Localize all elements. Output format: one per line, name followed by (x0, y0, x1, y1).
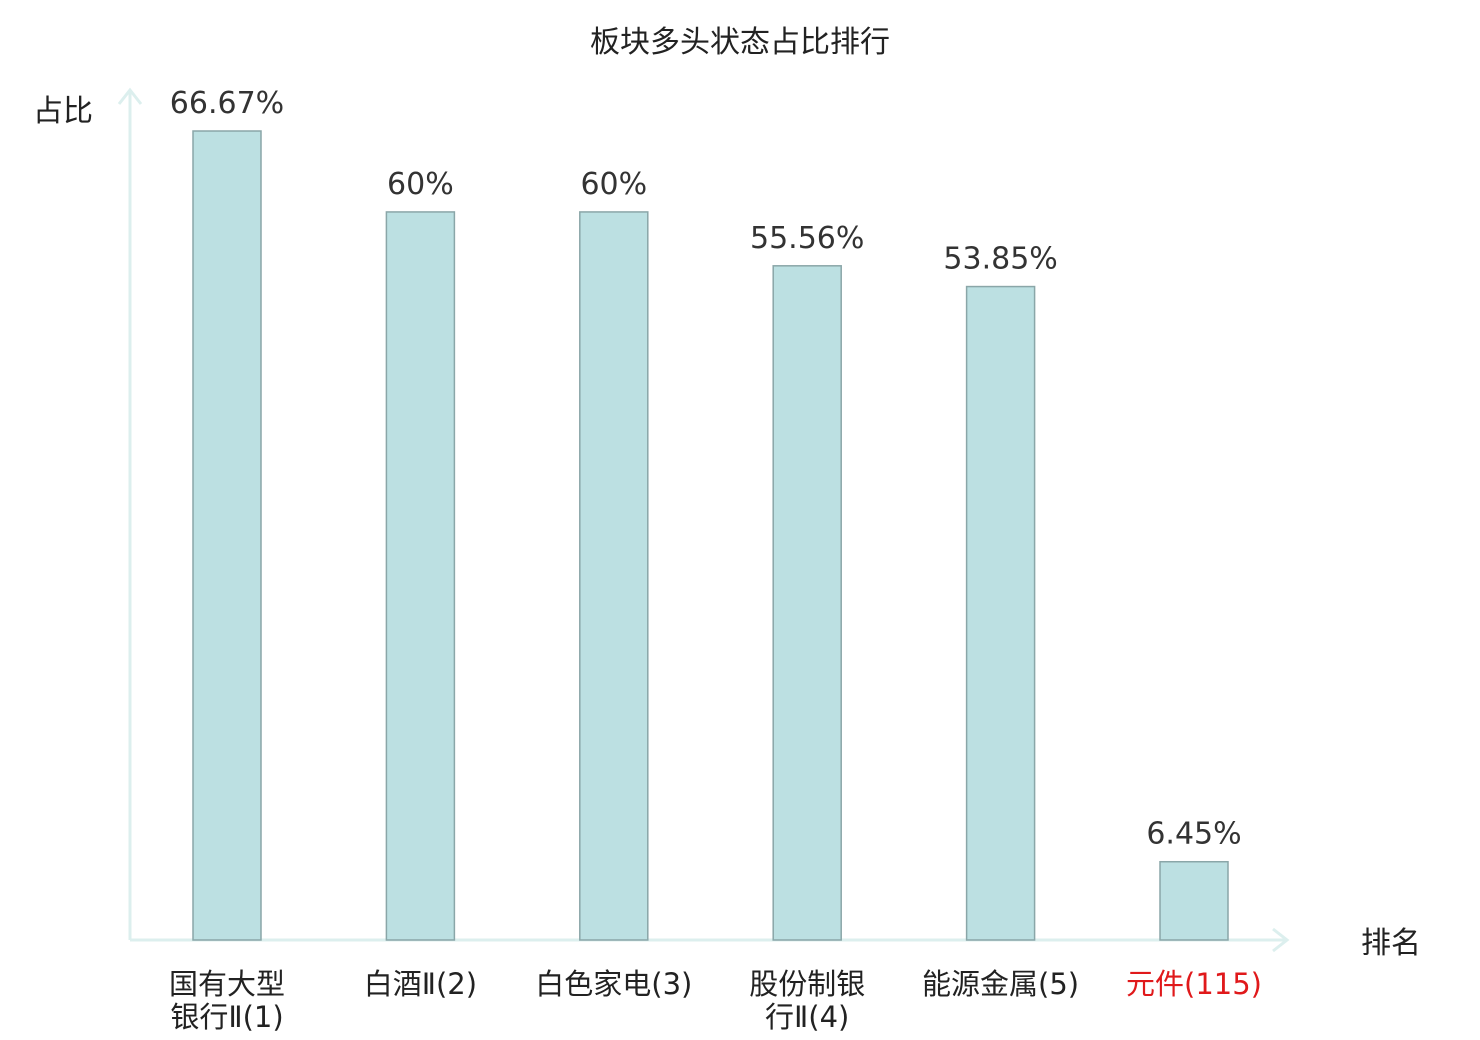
category-label-5: 能源金属(5) (922, 967, 1079, 1001)
category-label-2: 白酒Ⅱ(2) (364, 967, 477, 1001)
x-axis-arrow (1272, 927, 1290, 953)
category-label-4-line-1: 股份制银 (749, 967, 865, 1001)
value-label-5: 53.85% (943, 242, 1057, 277)
bar-5 (965, 285, 1036, 941)
y-axis-arrow (117, 87, 143, 105)
bar-1 (192, 130, 262, 941)
bar-6 (1159, 860, 1229, 941)
value-label-2: 60% (387, 167, 454, 202)
value-label-1: 66.67% (170, 86, 284, 121)
value-label-6: 6.45% (1146, 817, 1241, 852)
y-axis-label: 占比 (33, 94, 93, 129)
bar-4 (772, 265, 842, 941)
x-axis-label: 排名 (1361, 926, 1421, 961)
y-axis: 占比 (33, 87, 143, 940)
category-label-1-line-2: 银行Ⅱ(1) (170, 1000, 283, 1034)
bar-2 (385, 211, 456, 941)
x-axis: 排名 (130, 926, 1421, 961)
value-labels-group: 66.67% 60% 60% 55.56% 53.85% 6.45% (170, 86, 1242, 852)
value-label-3: 60% (580, 167, 647, 202)
category-label-6: 元件(115) (1126, 967, 1262, 1001)
bars-group (192, 130, 1229, 941)
category-label-3: 白色家电(3) (535, 967, 692, 1001)
category-label-4-line-2: 行Ⅱ(4) (765, 1000, 849, 1034)
value-label-4: 55.56% (750, 221, 864, 256)
category-label-1-line-1: 国有大型 (169, 967, 285, 1001)
chart-title: 板块多头状态占比排行 (590, 25, 890, 60)
bar-3 (579, 211, 649, 941)
